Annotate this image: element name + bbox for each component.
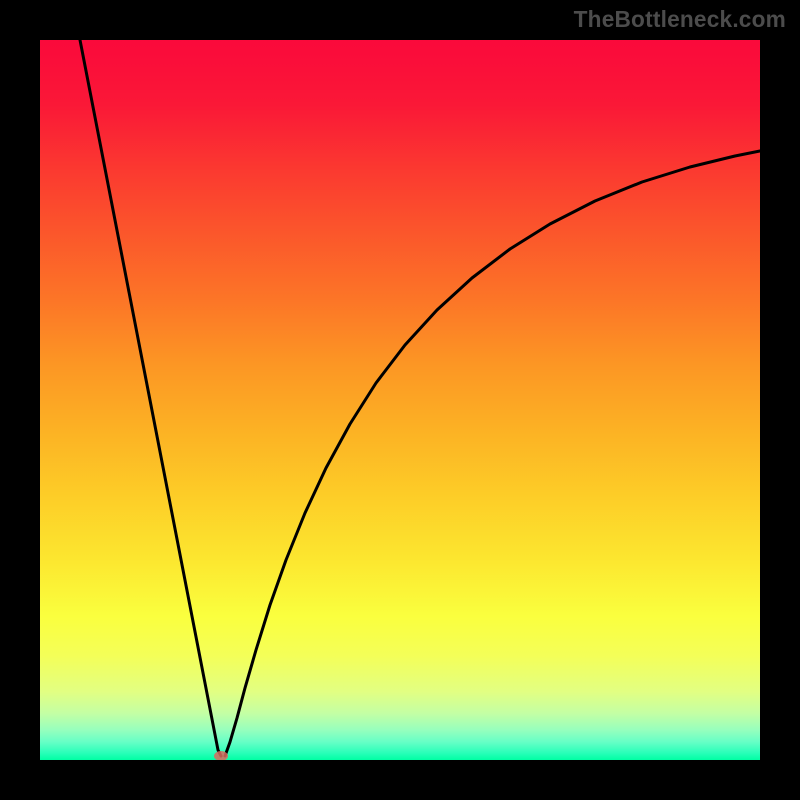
watermark-text: TheBottleneck.com	[574, 6, 786, 33]
chart-svg	[40, 40, 760, 760]
chart-background	[40, 40, 760, 760]
chart-frame: TheBottleneck.com	[0, 0, 800, 800]
plot-area	[40, 40, 760, 760]
